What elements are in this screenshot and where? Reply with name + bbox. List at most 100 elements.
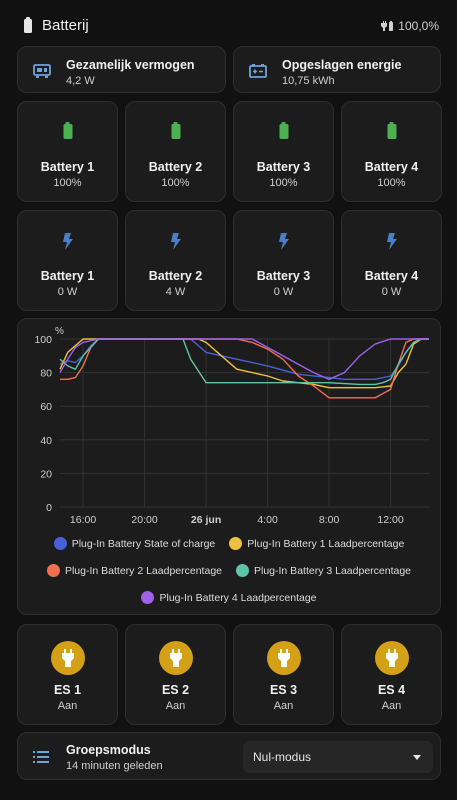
battery-level-tile-1[interactable]: Battery 1 100% [17, 101, 118, 202]
battery-full-icon [171, 122, 180, 139]
group-mode-selected: Nul-modus [253, 750, 312, 764]
socket-name: ES 1 [53, 683, 82, 697]
socket-tile-1[interactable]: ES 1 Aan [17, 624, 118, 725]
legend-item-battery-4[interactable]: Plug-In Battery 4 Laadpercentage [141, 591, 317, 604]
lightning-bolt-icon [62, 233, 73, 250]
battery-name: Battery 2 [148, 160, 203, 174]
x-tick-label: 4:00 [257, 514, 278, 526]
battery-level: 100% [269, 177, 298, 189]
power-plug-icon [158, 641, 193, 675]
battery-level: 100% [161, 177, 190, 189]
legend-item-battery-2[interactable]: Plug-In Battery 2 Laadpercentage [46, 564, 222, 577]
lightning-bolt-icon [386, 233, 397, 250]
battery-power-tile-3[interactable]: Battery 3 0 W [233, 210, 334, 311]
y-tick-label: 40 [40, 435, 52, 447]
battery-level-tile-2[interactable]: Battery 2 100% [125, 101, 226, 202]
x-tick-label: 26 jun [191, 514, 221, 526]
legend-item-soc[interactable]: Plug-In Battery State of charge [53, 537, 216, 550]
legend-label: Plug-In Battery 4 Laadpercentage [159, 591, 317, 604]
lightning-bolt-icon [170, 233, 181, 250]
battery-power-tile-4[interactable]: Battery 4 0 W [341, 210, 442, 311]
socket-name: ES 2 [161, 683, 190, 697]
y-axis-label: % [55, 326, 64, 337]
status-indicator[interactable]: 100,0% [380, 19, 439, 33]
legend-dot [229, 537, 243, 550]
plug-battery-icon [381, 21, 394, 31]
battery-full-icon [279, 122, 288, 139]
legend-label: Plug-In Battery State of charge [71, 537, 216, 550]
legend-label: Plug-In Battery 2 Laadpercentage [64, 564, 222, 577]
group-mode-select[interactable]: Nul-modus [243, 741, 433, 773]
y-tick-label: 60 [40, 401, 52, 413]
chevron-down-icon [413, 755, 421, 760]
series-line-4 [59, 338, 429, 386]
total-power-tile[interactable]: Gezamelijk vermogen 4,2 W [17, 46, 226, 93]
x-tick-label: 16:00 [70, 514, 96, 526]
legend-label: Plug-In Battery 1 Laadpercentage [247, 537, 405, 550]
socket-name: ES 3 [269, 683, 298, 697]
group-mode-card[interactable]: Groepsmodus 14 minuten geleden Nul-modus [17, 732, 441, 780]
socket-tile-3[interactable]: ES 3 Aan [233, 624, 334, 725]
battery-charge-icon [249, 64, 267, 78]
power-plug-icon [50, 641, 85, 675]
power-plug-icon [266, 641, 301, 675]
socket-tile-2[interactable]: ES 2 Aan [125, 624, 226, 725]
legend-item-battery-3[interactable]: Plug-In Battery 3 Laadpercentage [236, 564, 411, 577]
y-tick-label: 100 [34, 334, 52, 346]
total-power-value: 4,2 W [66, 75, 95, 87]
format-list-icon [33, 751, 49, 763]
socket-tile-4[interactable]: ES 4 Aan [341, 624, 442, 725]
battery-name: Battery 4 [364, 269, 419, 283]
stored-energy-tile[interactable]: Opgeslagen energie 10,75 kWh [233, 46, 441, 93]
power-plug-icon [374, 641, 409, 675]
history-chart[interactable]: 0 20 40 60 80 100% 16:00 20:00 26 jun 4:00 8:00 12:… [18, 319, 442, 529]
socket-state: Aan [273, 700, 294, 712]
battery-name: Battery 1 [40, 160, 95, 174]
battery-name: Battery 3 [256, 269, 311, 283]
battery-icon [24, 17, 32, 33]
battery-name: Battery 4 [364, 160, 419, 174]
legend-dot [46, 564, 60, 577]
battery-full-icon [63, 122, 72, 139]
legend-item-battery-1[interactable]: Plug-In Battery 1 Laadpercentage [229, 537, 404, 550]
legend-dot [141, 591, 155, 604]
stored-energy-label: Opgeslagen energie [282, 58, 402, 72]
socket-state: Aan [57, 700, 78, 712]
battery-power: 0 W [273, 286, 294, 298]
battery-name: Battery 2 [148, 269, 203, 283]
battery-level-tile-4[interactable]: Battery 4 100% [341, 101, 442, 202]
battery-full-icon [387, 122, 396, 139]
x-tick-label: 8:00 [319, 514, 340, 526]
y-tick-label: 0 [46, 502, 52, 514]
socket-state: Aan [381, 700, 402, 712]
battery-name: Battery 1 [40, 269, 95, 283]
app-header: Batterij 100,0% [0, 0, 457, 48]
group-mode-updated: 14 minuten geleden [66, 760, 163, 772]
y-tick-label: 80 [40, 368, 52, 380]
x-tick-label: 20:00 [131, 514, 157, 526]
battery-power-tile-1[interactable]: Battery 1 0 W [17, 210, 118, 311]
series-line-3 [60, 338, 429, 399]
battery-level: 100% [53, 177, 82, 189]
battery-level-tile-3[interactable]: Battery 3 100% [233, 101, 334, 202]
battery-power: 0 W [381, 286, 402, 298]
page-title: Batterij [42, 17, 89, 34]
socket-name: ES 4 [377, 683, 406, 697]
battery-level: 100% [377, 177, 406, 189]
group-mode-label: Groepsmodus [66, 743, 151, 757]
battery-name: Battery 3 [256, 160, 311, 174]
x-tick-label: 12:00 [377, 514, 403, 526]
history-chart-card[interactable]: 0 20 40 60 80 100% 16:00 20:00 26 jun 4:00 8:00 12:… [17, 318, 441, 615]
battery-power: 0 W [57, 286, 78, 298]
stored-energy-value: 10,75 kWh [282, 75, 335, 87]
transfer-icon [33, 64, 51, 78]
legend-label: Plug-In Battery 3 Laadpercentage [254, 564, 412, 577]
series-line-2 [59, 338, 429, 389]
total-power-label: Gezamelijk vermogen [66, 58, 195, 72]
battery-power-tile-2[interactable]: Battery 2 4 W [125, 210, 226, 311]
battery-power: 4 W [165, 286, 186, 298]
lightning-bolt-icon [278, 233, 289, 250]
y-tick-label: 20 [40, 468, 52, 480]
series-line-5 [59, 338, 429, 380]
legend-dot [53, 537, 67, 550]
